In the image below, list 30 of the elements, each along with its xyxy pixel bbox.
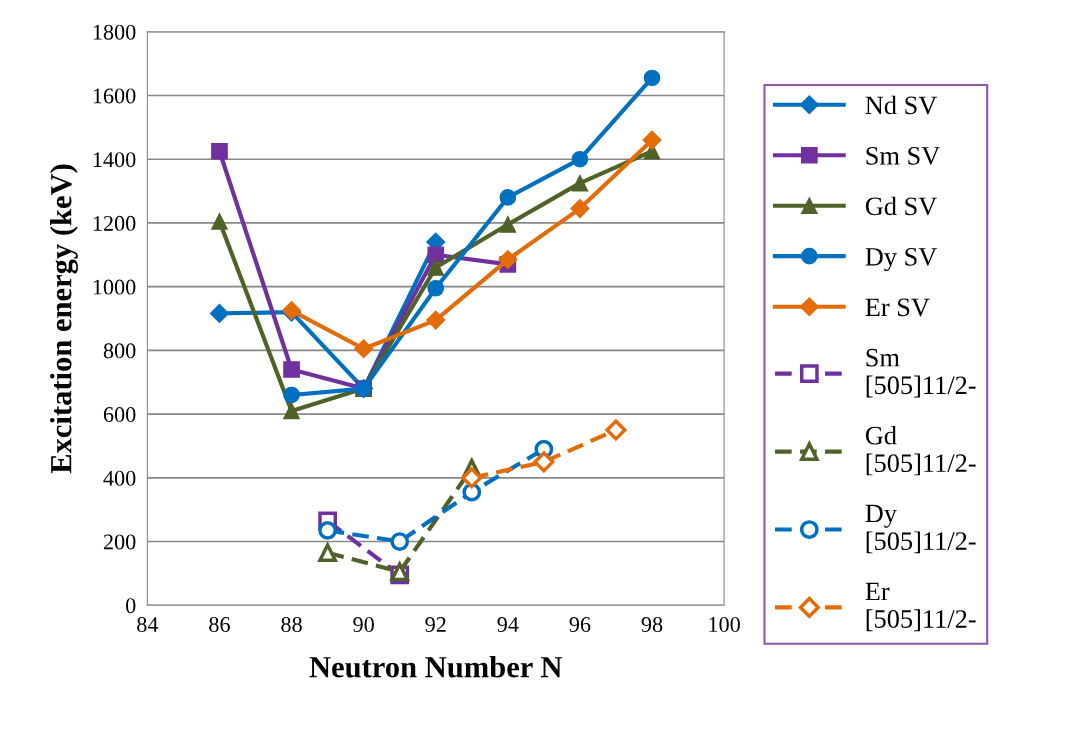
y-tick-label: 1800: [93, 24, 136, 40]
x-tick-label: 88: [281, 616, 302, 632]
y-tick-label: 1600: [93, 88, 136, 104]
legend-label: Gd [505]11/2-: [865, 425, 976, 476]
legend-label: Dy [505]11/2-: [865, 504, 976, 554]
y-axis-title: Excitation energy (keV): [49, 164, 78, 474]
x-axis-title: Neutron Number N: [309, 655, 563, 678]
y-tick-label: 800: [103, 343, 136, 359]
x-tick-label: 90: [353, 616, 374, 632]
legend-label: Sm SV: [866, 146, 940, 165]
legend-label: Er SV: [865, 298, 930, 317]
y-tick-label: 200: [103, 534, 136, 550]
y-tick-label: 600: [103, 407, 136, 423]
y-tick-label: 400: [103, 470, 136, 486]
legend-label: Er [505]11/2-: [865, 582, 976, 632]
legend-label: Nd SV: [865, 95, 938, 115]
x-tick-label: 92: [425, 617, 446, 632]
legend-label: Gd SV: [865, 196, 938, 216]
x-tick-label: 98: [641, 616, 663, 632]
y-tick-label: 1200: [93, 215, 136, 231]
x-tick-label: 86: [209, 616, 230, 632]
y-tick-label: 0: [126, 598, 136, 614]
x-tick-label: 84: [137, 616, 159, 632]
y-tick-label: 1400: [93, 152, 136, 168]
y-tick-label: 1000: [93, 279, 136, 295]
x-tick-label: 96: [569, 617, 591, 632]
x-tick-label: 94: [497, 617, 519, 632]
legend-label: Dy SV: [865, 247, 938, 272]
x-tick-label: 100: [709, 616, 740, 632]
legend-label: Sm [505]11/2-: [866, 348, 976, 398]
